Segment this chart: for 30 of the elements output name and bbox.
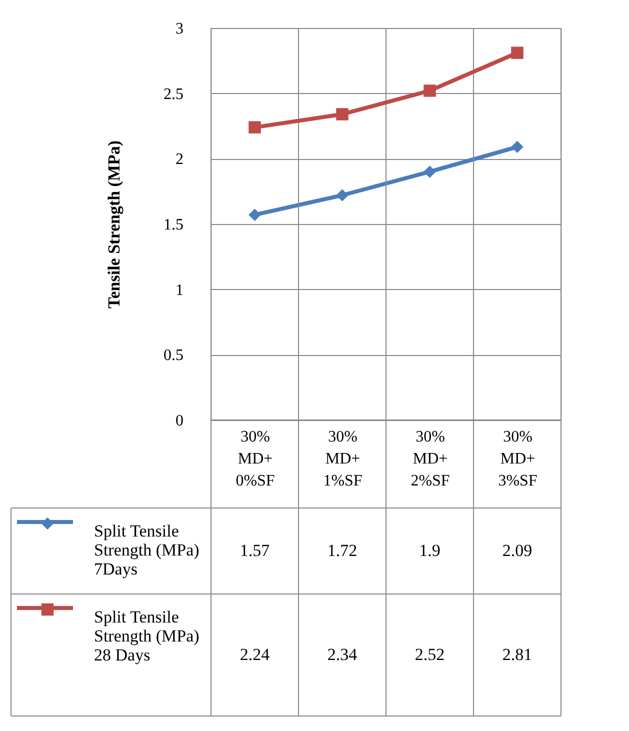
- legend-label: Split Tensile Strength (MPa) 28 Days: [94, 608, 200, 664]
- point: [424, 84, 436, 97]
- y-tick-label: 1: [176, 282, 184, 299]
- point: [511, 140, 524, 154]
- data-label: 2.09: [502, 541, 532, 560]
- y-tick-label: 3: [176, 20, 184, 38]
- point: [248, 121, 261, 134]
- y-tick-label: 2.5: [164, 86, 184, 103]
- point: [336, 108, 348, 120]
- y-tick-label: 0.5: [164, 347, 184, 364]
- y-tick-label: 2: [176, 151, 184, 168]
- y-axis-title: Tensile Strength (MPa): [104, 140, 124, 309]
- x-tick-label: 30% MD+ 2%SF: [410, 428, 450, 490]
- legend-label: Split Tensile Strength (MPa) 7Days: [94, 522, 200, 578]
- point: [248, 208, 261, 221]
- data-label: 1.9: [419, 541, 440, 560]
- point: [336, 189, 348, 202]
- data-label: 2.52: [414, 645, 445, 664]
- point: [511, 46, 524, 59]
- y-tick-label: 1.5: [164, 216, 184, 234]
- x-tick-label: 30% MD+ 1%SF: [323, 428, 362, 490]
- data-label: 2.34: [327, 645, 358, 664]
- data-label: 1.72: [327, 541, 358, 560]
- data-label: 2.24: [240, 645, 270, 664]
- data-label: 1.57: [240, 541, 270, 560]
- x-tick-label: 30% MD+ 3%SF: [498, 428, 538, 490]
- x-tick-label: 30% MD+ 0%SF: [236, 428, 275, 490]
- y-tick-label: 0: [176, 412, 184, 430]
- point: [424, 166, 436, 178]
- data-label: 2.81: [502, 645, 532, 664]
